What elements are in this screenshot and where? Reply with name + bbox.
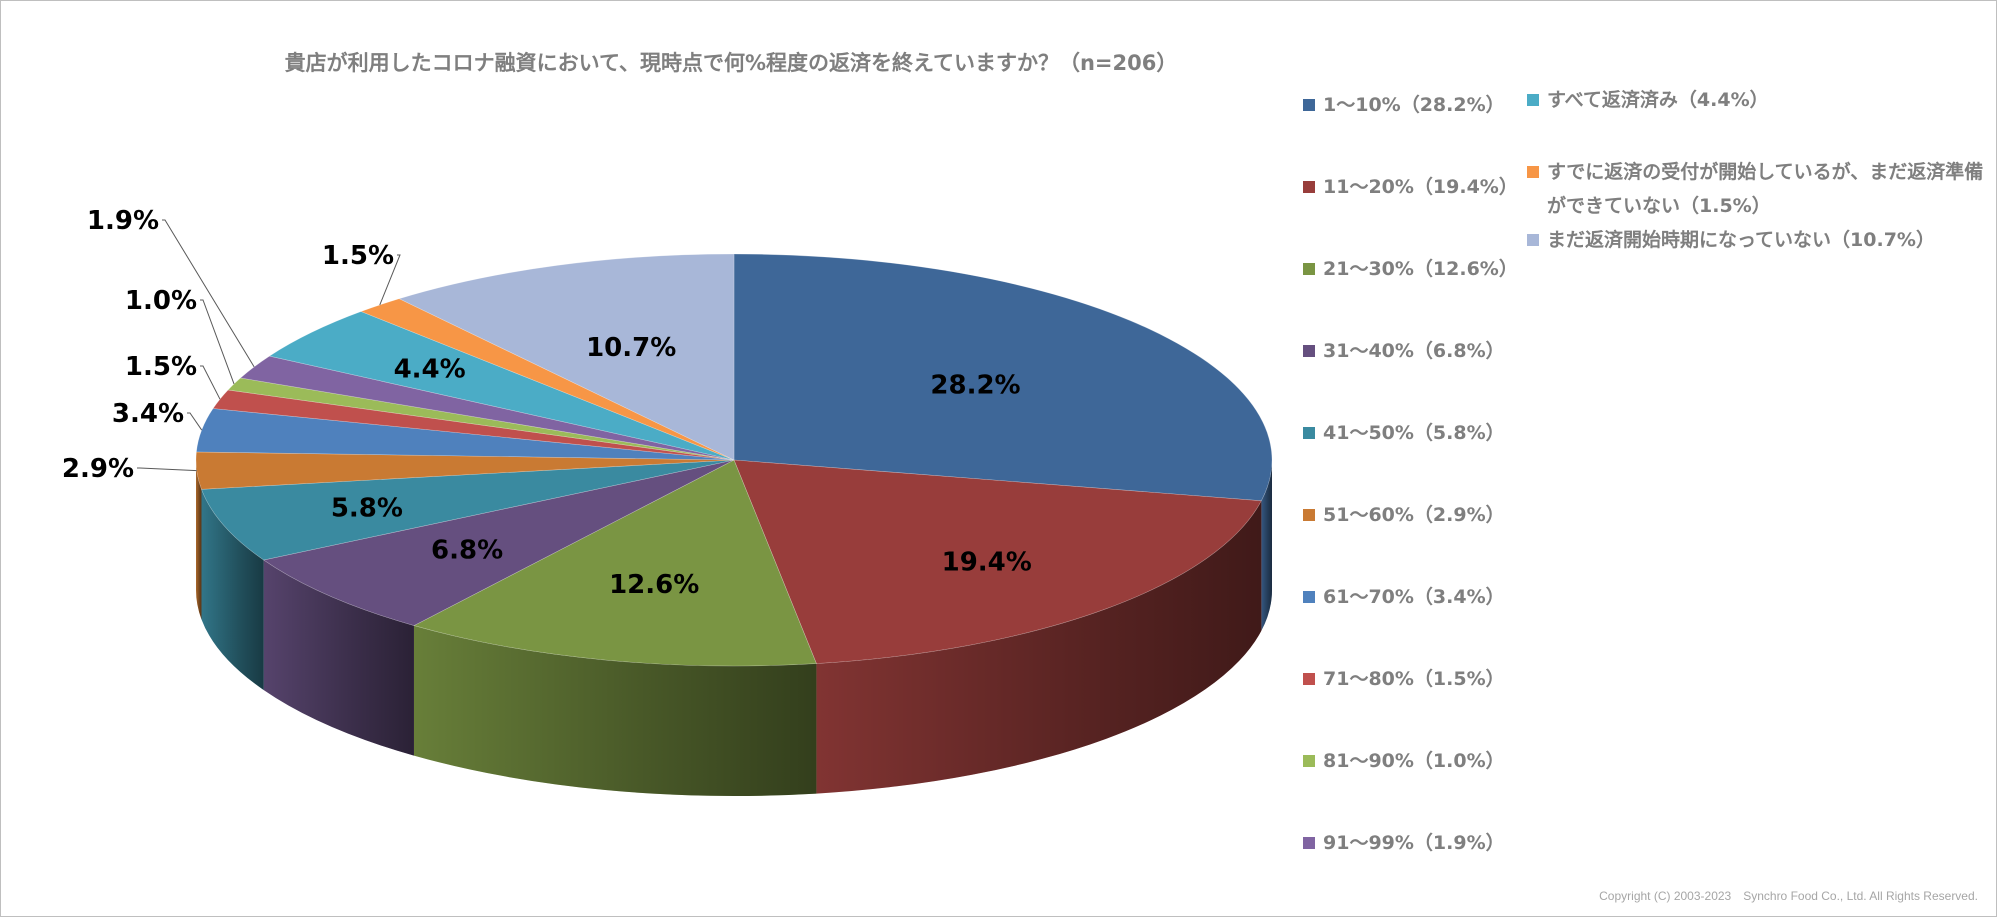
legend-item-5: 41～50%（5.8%） bbox=[1303, 416, 1505, 450]
slice-8-leader-line bbox=[200, 365, 221, 400]
legend-swatch bbox=[1527, 234, 1539, 246]
slice-9-top bbox=[227, 377, 735, 461]
slice-8-data-label: 1.5% bbox=[125, 352, 197, 382]
legend-swatch bbox=[1303, 509, 1315, 521]
legend-swatch bbox=[1303, 181, 1315, 193]
legend-label: すべて返済済み（4.4%） bbox=[1547, 89, 1769, 111]
slice-2-data-label: 19.4% bbox=[942, 547, 1032, 577]
legend-label: すでに返済の受付が開始しているが、まだ返済準備ができていない（1.5%） bbox=[1547, 161, 1984, 217]
slice-5-data-label: 5.8% bbox=[331, 493, 403, 523]
legend-label: 71～80%（1.5%） bbox=[1323, 668, 1505, 690]
slice-13-data-label: 10.7% bbox=[586, 333, 676, 363]
slice-3-side bbox=[413, 625, 817, 797]
slice-5-top bbox=[201, 459, 735, 561]
copyright-text: Copyright (C) 2003-2023 Synchro Food Co.… bbox=[1599, 889, 1978, 903]
slice-12-leader-line bbox=[379, 254, 401, 306]
slice-1-data-label: 28.2% bbox=[930, 370, 1020, 400]
legend-item-2: 11～20%（19.4%） bbox=[1303, 170, 1518, 204]
slice-8-top bbox=[212, 389, 735, 461]
slice-11-top bbox=[268, 311, 735, 461]
legend-item-12: すでに返済の受付が開始しているが、まだ返済準備ができていない（1.5%） bbox=[1527, 155, 1996, 223]
slice-7-data-label: 3.4% bbox=[112, 399, 184, 429]
legend-label: 91～99%（1.9%） bbox=[1323, 832, 1505, 854]
slice-4-side bbox=[263, 559, 414, 756]
slice-6-data-label: 2.9% bbox=[62, 454, 134, 484]
legend-item-10: 91～99%（1.9%） bbox=[1303, 826, 1505, 860]
slice-10-leader-line bbox=[162, 219, 255, 368]
legend-label: 31～40%（6.8%） bbox=[1323, 340, 1505, 362]
slice-3-data-label: 12.6% bbox=[609, 570, 699, 600]
legend-item-9: 81～90%（1.0%） bbox=[1303, 744, 1505, 778]
slice-3-top bbox=[413, 459, 817, 667]
slice-13-top bbox=[398, 253, 735, 461]
legend-label: まだ返済開始時期になっていない（10.7%） bbox=[1547, 229, 1935, 251]
legend-swatch bbox=[1303, 263, 1315, 275]
slice-2-side bbox=[816, 500, 1262, 794]
slice-7-top bbox=[196, 408, 735, 461]
legend-label: 81～90%（1.0%） bbox=[1323, 750, 1505, 772]
chart-title: 貴店が利用したコロナ融資において、現時点で何%程度の返済を終えていますか？（n=… bbox=[284, 51, 1178, 75]
slice-6-leader-line bbox=[137, 467, 197, 472]
legend-swatch bbox=[1303, 673, 1315, 685]
legend-item-11: すべて返済済み（4.4%） bbox=[1527, 83, 1769, 117]
slice-1-top bbox=[733, 253, 1273, 502]
legend-item-4: 31～40%（6.8%） bbox=[1303, 334, 1505, 368]
slice-4-top bbox=[262, 459, 735, 626]
legend-item-8: 71～80%（1.5%） bbox=[1303, 662, 1505, 696]
slice-10-data-label: 1.9% bbox=[87, 206, 159, 236]
slice-4-data-label: 6.8% bbox=[431, 536, 503, 566]
slice-1-side bbox=[1261, 460, 1272, 631]
legend-item-6: 51～60%（2.9%） bbox=[1303, 498, 1505, 532]
legend-item-1: 1～10%（28.2%） bbox=[1303, 88, 1505, 122]
legend-label: 51～60%（2.9%） bbox=[1323, 504, 1505, 526]
legend-label: 41～50%（5.8%） bbox=[1323, 422, 1505, 444]
legend-swatch bbox=[1303, 99, 1315, 111]
slice-9-data-label: 1.0% bbox=[125, 286, 197, 316]
legend-label: 61～70%（3.4%） bbox=[1323, 586, 1505, 608]
legend-item-13: まだ返済開始時期になっていない（10.7%） bbox=[1527, 223, 1935, 257]
legend-item-7: 61～70%（3.4%） bbox=[1303, 580, 1505, 614]
slice-6-top bbox=[195, 451, 735, 490]
legend-item-3: 21～30%（12.6%） bbox=[1303, 252, 1518, 286]
slice-7-leader-line bbox=[187, 412, 203, 431]
legend-swatch bbox=[1303, 591, 1315, 603]
slice-5-side bbox=[201, 489, 264, 690]
legend-swatch bbox=[1303, 837, 1315, 849]
legend-label: 11～20%（19.4%） bbox=[1323, 176, 1518, 198]
legend-label: 1～10%（28.2%） bbox=[1323, 94, 1505, 116]
slice-11-data-label: 4.4% bbox=[394, 354, 466, 384]
slice-2-top bbox=[733, 459, 1262, 664]
legend-swatch bbox=[1303, 427, 1315, 439]
slice-6-side bbox=[196, 460, 202, 620]
legend-label: 21～30%（12.6%） bbox=[1323, 258, 1518, 280]
legend-swatch bbox=[1303, 755, 1315, 767]
legend-swatch bbox=[1303, 345, 1315, 357]
legend-swatch bbox=[1527, 94, 1539, 106]
legend-swatch bbox=[1527, 166, 1539, 178]
slice-9-leader-line bbox=[200, 299, 235, 385]
slice-12-data-label: 1.5% bbox=[322, 241, 394, 271]
